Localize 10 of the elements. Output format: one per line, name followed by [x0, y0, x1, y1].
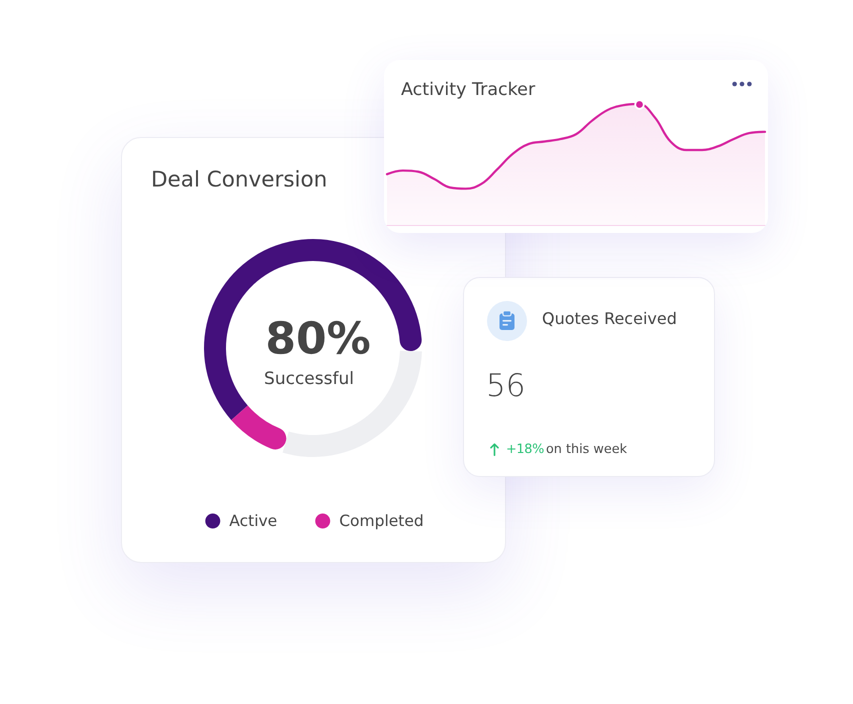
text: 56 — [486, 368, 526, 404]
chart-title: Deal Conversion — [151, 168, 328, 192]
legend-label: Completed — [339, 512, 424, 530]
text: on this week — [546, 442, 628, 456]
legend-label: Active — [229, 512, 278, 530]
text: Quotes Received — [542, 309, 677, 329]
chart-title: Activity Tracker — [401, 80, 536, 100]
text: Successful — [264, 369, 354, 389]
text: 80% — [265, 314, 371, 364]
text: +18% — [506, 442, 544, 456]
